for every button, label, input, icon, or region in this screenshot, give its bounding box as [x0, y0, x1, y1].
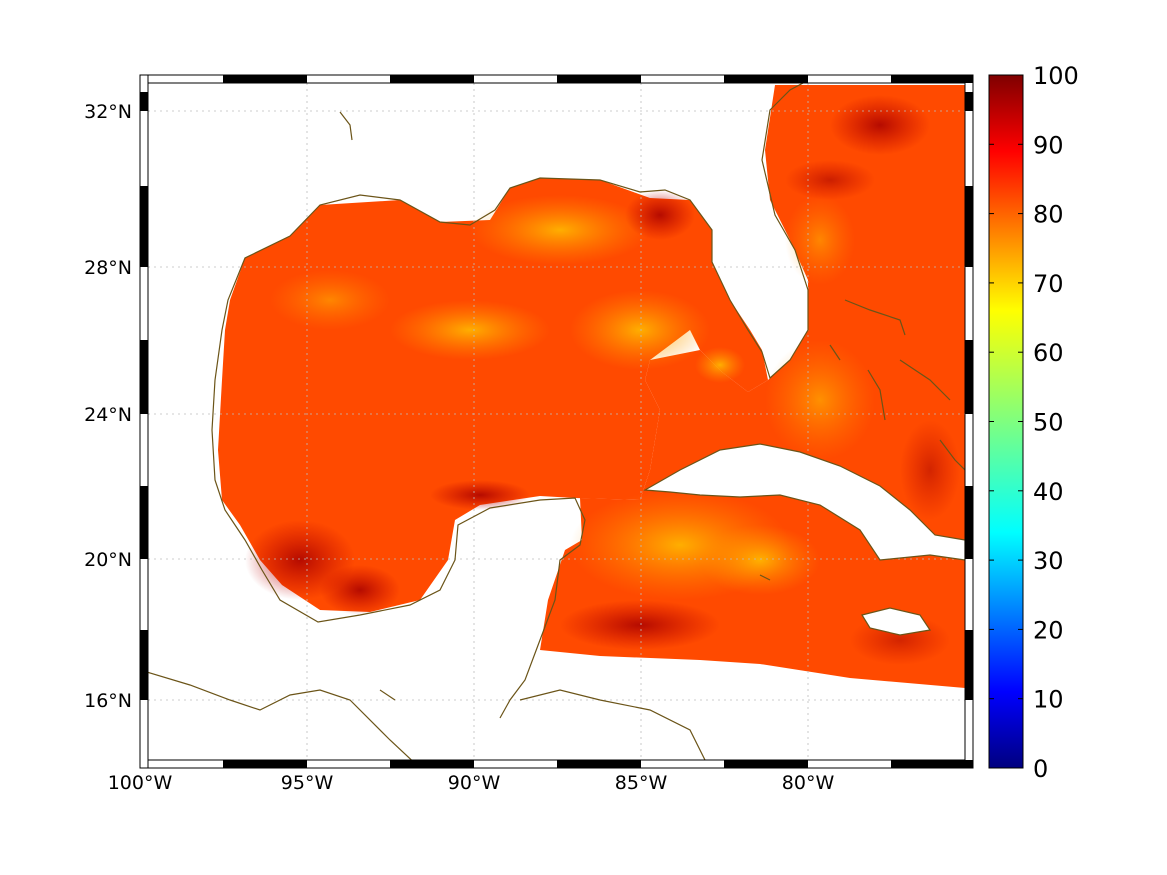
colorbar-tick-label: 60	[1033, 339, 1064, 367]
latitude-labels: 32°N 28°N 24°N 20°N 16°N	[84, 101, 132, 712]
colorbar-tick-label: 40	[1033, 478, 1064, 506]
cuba-outline	[643, 443, 965, 561]
lon-label: 85°W	[615, 772, 668, 794]
lat-label: 32°N	[84, 101, 132, 123]
longitude-labels: 100°W 95°W 90°W 85°W 80°W	[108, 772, 835, 794]
lat-label: 20°N	[84, 549, 132, 571]
lat-label: 16°N	[84, 690, 132, 712]
lon-label: 95°W	[281, 772, 334, 794]
colorbar-gradient	[988, 74, 1024, 769]
map-field	[148, 83, 965, 760]
lon-label: 90°W	[448, 772, 501, 794]
lon-label: 100°W	[108, 772, 173, 794]
colorbar-tick-label: 80	[1033, 201, 1064, 229]
colorbar-tick-label: 70	[1033, 270, 1064, 298]
lat-label: 24°N	[84, 404, 132, 426]
map-border	[139, 74, 974, 769]
colorbar-tick-label: 90	[1033, 131, 1064, 159]
colorbar-tick-label: 100	[1033, 62, 1079, 90]
colorbar-tick-label: 50	[1033, 409, 1064, 437]
colorbar-tick-label: 0	[1033, 755, 1048, 783]
graticule	[148, 83, 965, 760]
colorbar-tick-label: 30	[1033, 547, 1064, 575]
lat-label: 28°N	[84, 257, 132, 279]
coastlines	[148, 83, 965, 760]
colorbar-tick-label: 20	[1033, 616, 1064, 644]
lon-label: 80°W	[782, 772, 835, 794]
colorbar-tick-label: 10	[1033, 686, 1064, 714]
